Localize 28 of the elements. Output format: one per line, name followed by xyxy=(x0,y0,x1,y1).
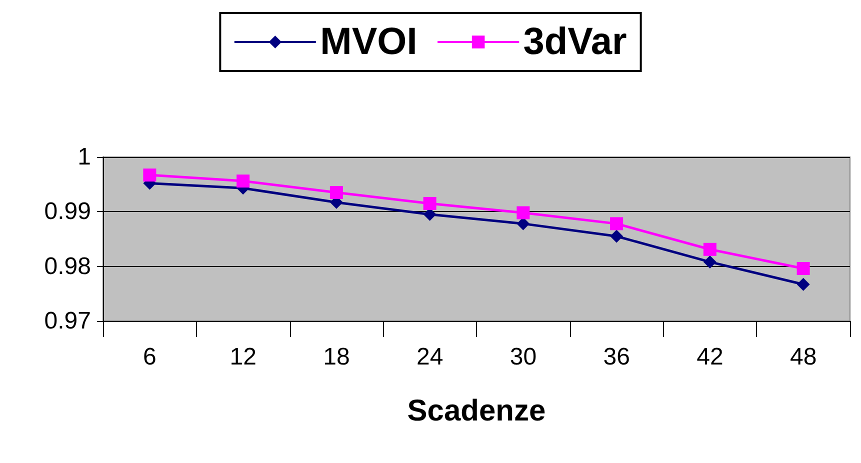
point xyxy=(423,196,436,210)
point xyxy=(516,217,530,230)
x-tick-label: 6 xyxy=(143,344,156,370)
point xyxy=(796,278,810,291)
point xyxy=(516,206,530,220)
y-tick-label: 0.98 xyxy=(44,252,91,280)
x-tick-label: 12 xyxy=(230,344,256,370)
point xyxy=(610,230,624,243)
point xyxy=(143,168,156,182)
point xyxy=(423,208,436,221)
x-axis-title: Scadenze xyxy=(407,394,546,428)
point xyxy=(703,255,716,268)
point xyxy=(610,217,624,230)
point xyxy=(236,174,250,188)
point xyxy=(330,186,343,200)
x-tick-label: 30 xyxy=(510,344,537,370)
point xyxy=(796,262,810,276)
y-tick-label: 1 xyxy=(78,144,91,170)
x-tick-label: 24 xyxy=(416,344,444,370)
y-tick-label: 0.97 xyxy=(44,308,91,334)
legend-label: 3dVar xyxy=(523,21,628,63)
y-tick-label: 0.99 xyxy=(44,198,91,226)
x-tick-label: 48 xyxy=(790,344,817,370)
point xyxy=(703,242,716,256)
x-tick-label: 42 xyxy=(696,344,724,370)
legend-label: MVOI xyxy=(320,21,418,63)
x-tick-label: 18 xyxy=(323,344,350,370)
x-tick-label: 36 xyxy=(603,344,630,370)
